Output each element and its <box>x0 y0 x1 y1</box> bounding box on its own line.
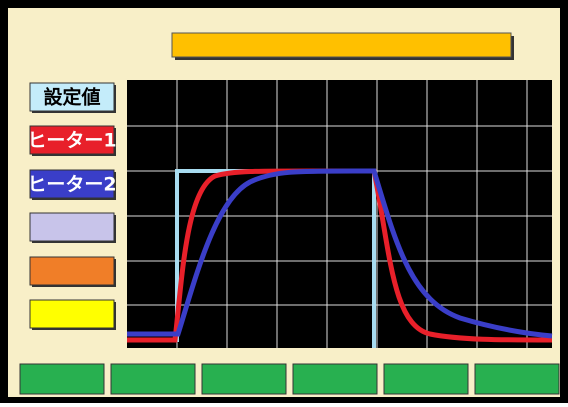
empty-button[interactable] <box>29 299 115 329</box>
heater1-button[interactable] <box>29 125 115 155</box>
button-label: 設定値 <box>43 86 100 109</box>
setpoint-button[interactable] <box>29 82 115 112</box>
function-button[interactable] <box>474 363 560 395</box>
graph-area <box>127 80 552 348</box>
function-button[interactable] <box>201 363 287 395</box>
empty-button[interactable] <box>29 256 115 286</box>
empty-button[interactable] <box>29 212 115 242</box>
bottom-buttons <box>19 363 560 395</box>
heater2-button[interactable] <box>29 169 115 199</box>
function-button[interactable] <box>110 363 196 395</box>
button-label: ヒーター2 <box>27 174 116 196</box>
button-label: ヒーター1 <box>27 130 116 152</box>
title-bar <box>171 32 512 58</box>
function-button[interactable] <box>19 363 105 395</box>
function-button[interactable] <box>383 363 469 395</box>
trend-graph <box>127 80 553 348</box>
heater2-line <box>127 168 553 339</box>
side-buttons: 設定値 ヒーター1 ヒーター2 <box>27 82 117 330</box>
function-button[interactable] <box>292 363 378 395</box>
